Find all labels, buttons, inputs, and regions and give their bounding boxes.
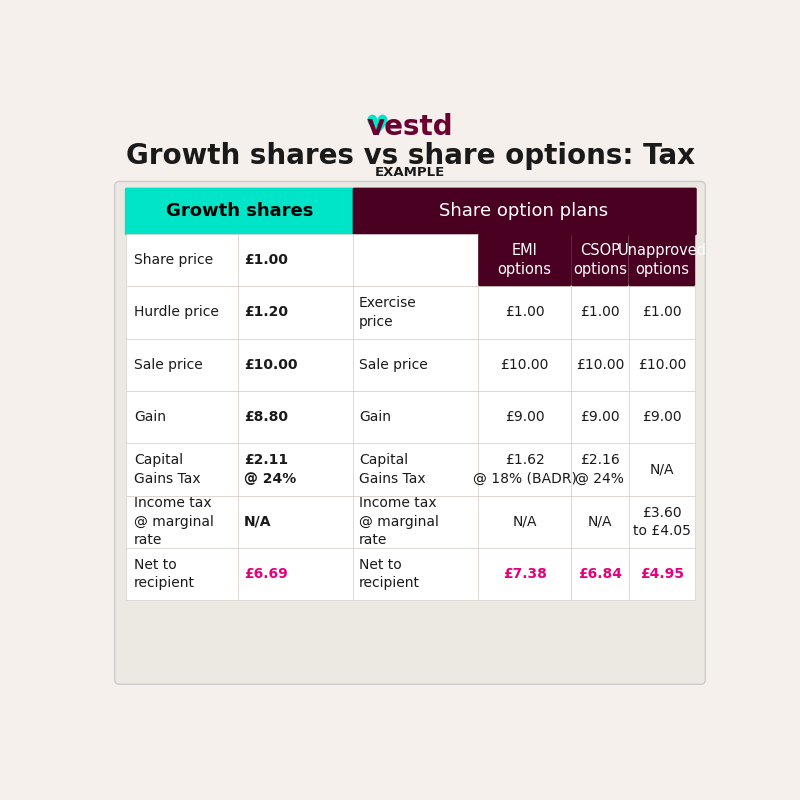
Text: £1.00: £1.00	[642, 306, 682, 319]
Bar	[353, 496, 478, 548]
Text: Hurdle price: Hurdle price	[134, 306, 219, 319]
Text: N/A: N/A	[588, 515, 612, 529]
Text: £1.00: £1.00	[244, 253, 288, 267]
Text: £1.20: £1.20	[244, 306, 288, 319]
Bar	[126, 548, 238, 600]
Text: Growth shares vs share options: Tax: Growth shares vs share options: Tax	[126, 142, 694, 170]
Bar	[353, 391, 478, 443]
Text: ♥: ♥	[365, 113, 390, 141]
Bar	[126, 338, 238, 391]
FancyBboxPatch shape	[478, 234, 571, 286]
Bar	[478, 286, 571, 338]
Bar	[629, 286, 695, 338]
Text: Net to
recipient: Net to recipient	[134, 558, 195, 590]
Bar	[571, 548, 629, 600]
Bar	[126, 234, 238, 286]
Bar	[629, 548, 695, 600]
Text: £9.00: £9.00	[505, 410, 545, 424]
FancyBboxPatch shape	[125, 188, 354, 235]
Text: Growth shares: Growth shares	[166, 202, 313, 221]
FancyBboxPatch shape	[114, 182, 706, 684]
Bar	[353, 338, 478, 391]
Text: £9.00: £9.00	[580, 410, 620, 424]
Text: N/A: N/A	[513, 515, 537, 529]
Bar	[238, 443, 353, 496]
Bar	[353, 286, 478, 338]
Bar	[478, 496, 571, 548]
Text: £9.00: £9.00	[642, 410, 682, 424]
Text: Capital
Gains Tax: Capital Gains Tax	[134, 454, 201, 486]
Text: Net to
recipient: Net to recipient	[359, 558, 420, 590]
Bar	[478, 548, 571, 600]
Text: Sale price: Sale price	[359, 358, 428, 372]
Bar	[126, 286, 238, 338]
Text: £10.00: £10.00	[501, 358, 549, 372]
Text: £1.00: £1.00	[505, 306, 545, 319]
Text: N/A: N/A	[244, 515, 272, 529]
Text: £10.00: £10.00	[244, 358, 298, 372]
Text: Unapproved
options: Unapproved options	[618, 242, 706, 278]
Text: Income tax
@ marginal
rate: Income tax @ marginal rate	[134, 497, 214, 547]
Text: Exercise
price: Exercise price	[359, 296, 417, 329]
Text: £2.16
@ 24%: £2.16 @ 24%	[575, 454, 624, 486]
Bar	[629, 443, 695, 496]
Bar	[238, 548, 353, 600]
Text: Gain: Gain	[134, 410, 166, 424]
Bar	[126, 443, 238, 496]
Bar	[629, 338, 695, 391]
Text: EXAMPLE: EXAMPLE	[375, 166, 445, 179]
Bar	[353, 234, 478, 286]
Text: Sale price: Sale price	[134, 358, 203, 372]
Bar	[629, 496, 695, 548]
Bar	[571, 286, 629, 338]
Text: £6.84: £6.84	[578, 567, 622, 581]
Bar	[478, 443, 571, 496]
Text: £10.00: £10.00	[576, 358, 624, 372]
Bar	[571, 391, 629, 443]
FancyBboxPatch shape	[571, 234, 629, 286]
Text: £6.69: £6.69	[244, 567, 288, 581]
Text: vestd: vestd	[366, 113, 454, 141]
Bar	[126, 391, 238, 443]
Text: £7.38: £7.38	[502, 567, 546, 581]
Text: £8.80: £8.80	[244, 410, 288, 424]
Text: £4.95: £4.95	[640, 567, 684, 581]
Bar	[571, 496, 629, 548]
Bar	[238, 496, 353, 548]
Text: CSOP
options: CSOP options	[573, 242, 627, 278]
Bar	[571, 443, 629, 496]
FancyBboxPatch shape	[353, 188, 697, 235]
Text: Income tax
@ marginal
rate: Income tax @ marginal rate	[359, 497, 438, 547]
Text: £10.00: £10.00	[638, 358, 686, 372]
FancyBboxPatch shape	[629, 234, 695, 286]
Text: N/A: N/A	[650, 462, 674, 477]
Text: £1.62
@ 18% (BADR): £1.62 @ 18% (BADR)	[473, 454, 577, 486]
Text: Capital
Gains Tax: Capital Gains Tax	[359, 454, 426, 486]
Bar	[126, 496, 238, 548]
Text: EMI
options: EMI options	[498, 242, 552, 278]
Bar	[353, 443, 478, 496]
Bar	[353, 548, 478, 600]
Bar	[571, 338, 629, 391]
Bar	[238, 286, 353, 338]
Bar	[238, 338, 353, 391]
Text: £3.60
to £4.05: £3.60 to £4.05	[633, 506, 691, 538]
Text: Gain: Gain	[359, 410, 391, 424]
Text: £1.00: £1.00	[580, 306, 620, 319]
Text: £2.11
@ 24%: £2.11 @ 24%	[244, 454, 296, 486]
Bar	[629, 391, 695, 443]
Bar	[238, 234, 353, 286]
Text: Share option plans: Share option plans	[439, 202, 609, 221]
Bar	[238, 391, 353, 443]
Text: Share price: Share price	[134, 253, 214, 267]
Bar	[478, 391, 571, 443]
Bar	[478, 338, 571, 391]
